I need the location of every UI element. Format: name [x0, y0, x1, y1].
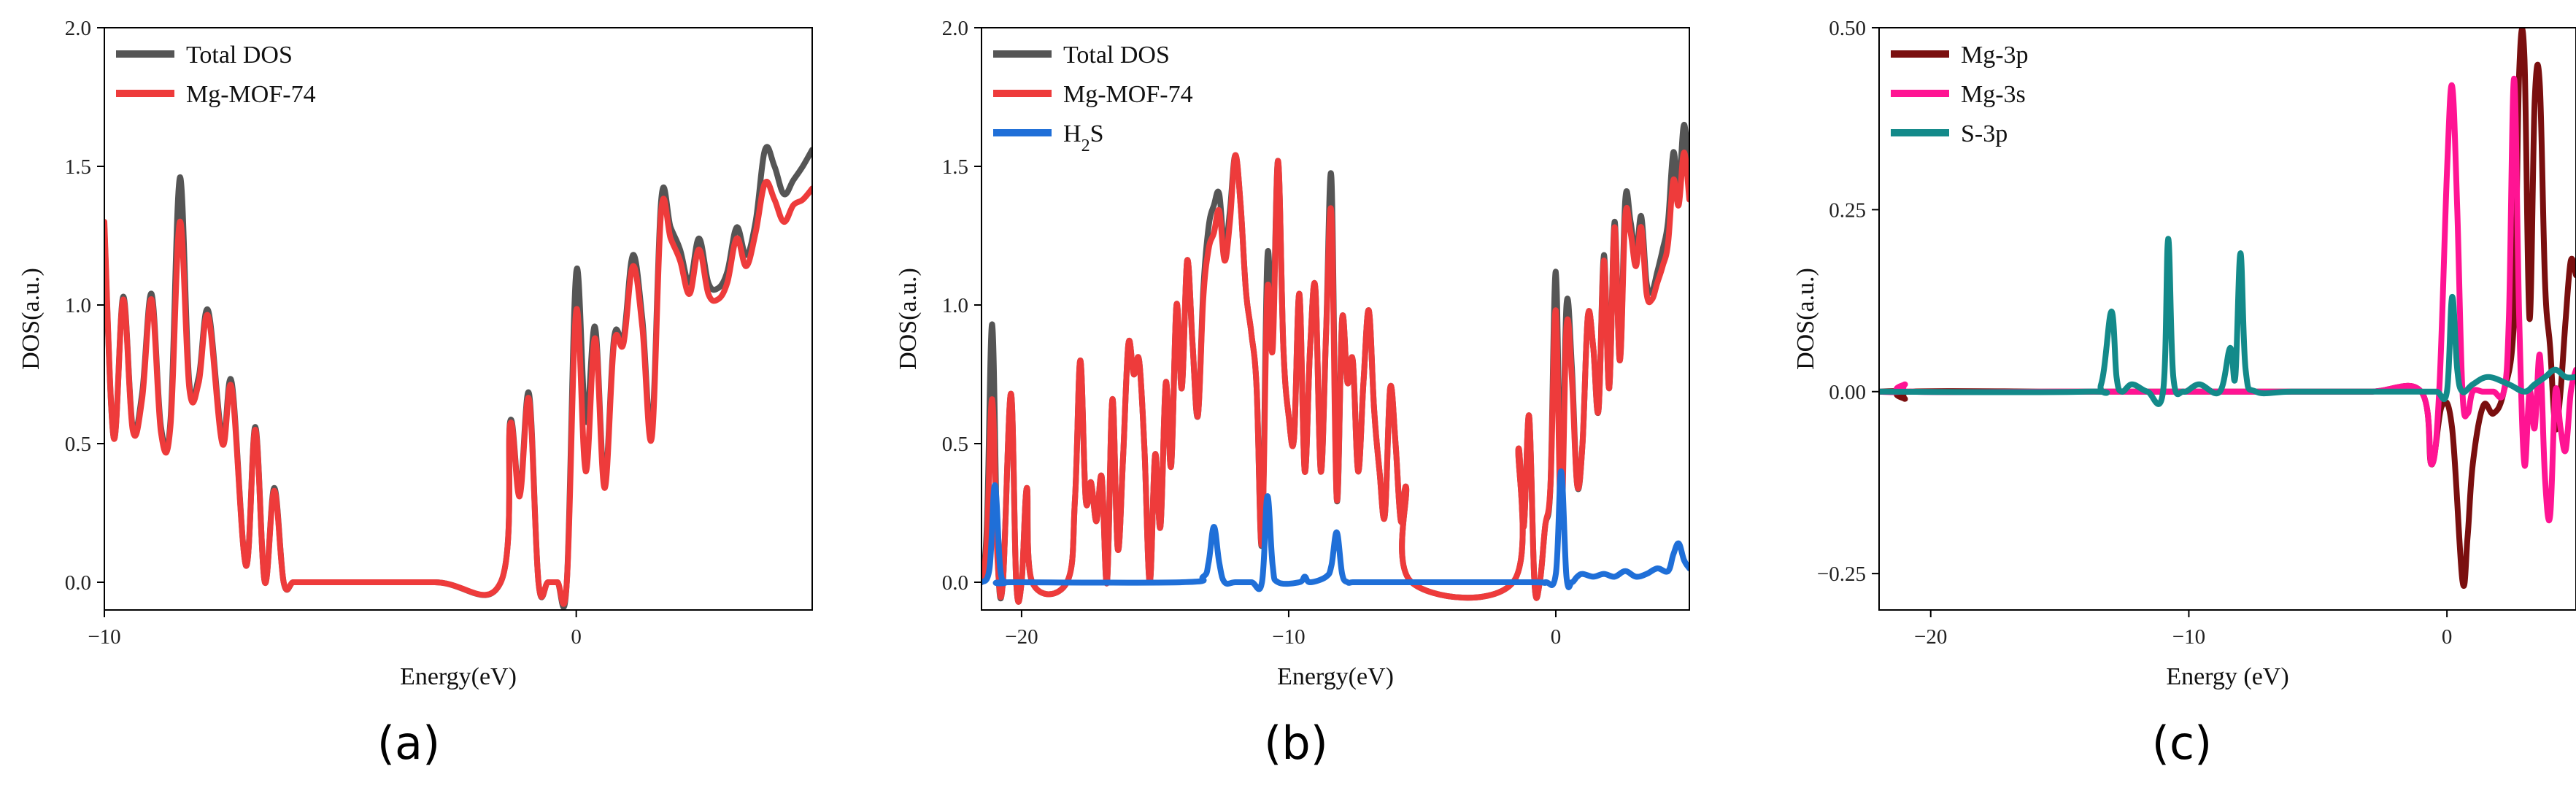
y-tick-label: 0.50 [1829, 17, 1866, 40]
plot-area [104, 144, 812, 610]
panel-label: (c) [2152, 716, 2212, 770]
panel-label: (a) [377, 716, 440, 770]
legend-entry: Mg-3s [1961, 81, 2026, 108]
y-tick-label: 0.25 [1829, 198, 1866, 222]
x-tick-label: 0 [2442, 625, 2453, 649]
legend-entry: S-3p [1961, 120, 2008, 147]
x-tick-label: 0 [1551, 625, 1562, 649]
legend-entry: Total DOS [1063, 42, 1170, 69]
series-line-total-dos [104, 144, 812, 610]
chart-panel-2: −20 −10 0 0.0 0.5 1.0 1.5 2.0 Energy(eV) DOS(a.u.… [895, 17, 1690, 770]
series-line-mg-mof-74 [104, 179, 812, 607]
axes-frame [104, 27, 813, 611]
legend-entry: H2S [1063, 120, 1103, 155]
series-line-mg-3s [1879, 75, 2576, 524]
y-axis-label: DOS(a.u.) [895, 268, 922, 370]
x-tick-label: −20 [1914, 625, 1947, 649]
legend-entry: Mg-MOF-74 [186, 81, 316, 108]
legend-entry: Total DOS [186, 42, 293, 69]
x-tick-label: −10 [1272, 625, 1305, 649]
y-tick-label: −0.25 [1817, 563, 1866, 586]
y-tick-label: 1.5 [942, 155, 968, 179]
y-tick-label: 0.00 [1829, 381, 1866, 404]
series-line-mg-mof-74 [982, 149, 1689, 605]
series-line-mg-3p [1879, 28, 2576, 590]
plot-area [1879, 28, 2576, 590]
series-line-s-3p [1879, 236, 2576, 407]
axes-frame [981, 27, 1690, 611]
plot-area [982, 121, 1689, 605]
x-tick-label: −20 [1005, 625, 1038, 649]
legend-entry: Mg-MOF-74 [1063, 81, 1193, 108]
panel-label: (b) [1264, 716, 1328, 770]
y-tick-label: 0.0 [65, 571, 91, 595]
y-axis-label: DOS(a.u.) [1792, 268, 1819, 370]
x-axis-label: Energy(eV) [1277, 663, 1394, 690]
y-tick-label: 1.5 [65, 155, 91, 179]
y-tick-label: 2.0 [942, 17, 968, 40]
y-tick-label: 0.5 [65, 433, 91, 456]
series-line-h2s [982, 468, 1689, 592]
chart-panel-1: −10 0 0.0 0.5 1.0 1.5 2.0 Energy(eV) DOS(a.u.) To… [18, 17, 813, 770]
y-tick-label: 0.0 [942, 571, 968, 595]
x-axis-label: Energy(eV) [400, 663, 517, 690]
chart-panel-3: −20 −10 0 −0.25 0.00 0.25 0.50 Energy (eV) DOS(a… [1792, 17, 2576, 770]
x-tick-label: 0 [571, 625, 582, 649]
y-tick-label: 2.0 [65, 17, 91, 40]
axes-frame [1878, 27, 2576, 611]
x-tick-label: −10 [88, 625, 120, 649]
y-axis-label: DOS(a.u.) [18, 268, 45, 370]
x-axis-label: Energy (eV) [2166, 663, 2288, 690]
y-tick-label: 1.0 [65, 294, 91, 317]
x-tick-label: −10 [2172, 625, 2205, 649]
y-tick-label: 1.0 [942, 294, 968, 317]
legend-entry: Mg-3p [1961, 42, 2029, 69]
y-tick-label: 0.5 [942, 433, 968, 456]
